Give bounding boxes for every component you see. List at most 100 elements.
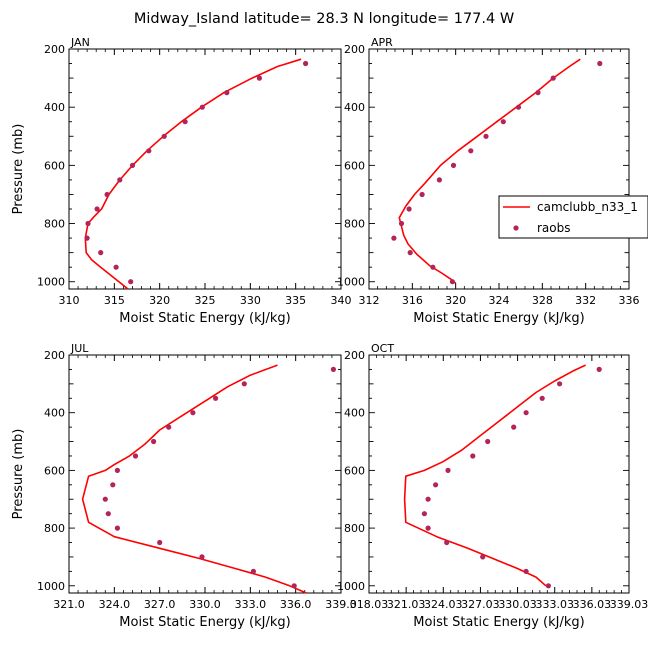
raob-point (199, 554, 205, 560)
raob-point (85, 220, 91, 227)
raob-point (157, 539, 163, 546)
x-tick-label: 336.0 (280, 598, 312, 611)
raob-point (256, 75, 262, 81)
legend-obs-swatch (513, 225, 519, 231)
raob-point (146, 148, 152, 154)
legend-obs-label: raobs (537, 221, 571, 235)
x-tick-label: 336 (619, 294, 640, 307)
raob-point (596, 366, 602, 372)
x-tick-label: 324.03 (424, 598, 463, 611)
raob-point (291, 583, 297, 589)
raob-point (545, 583, 552, 589)
x-tick-label: 332 (575, 294, 596, 307)
raob-point (450, 162, 457, 168)
raob-point (213, 395, 219, 401)
plot-frame (68, 48, 342, 290)
raob-point (430, 264, 436, 270)
panel-jul: JUL 321.0 324.0 327.0 330.0 333.0 336.0 339.0 20… (11, 342, 357, 630)
raob-point (241, 381, 247, 387)
y-tick-label: 400 (344, 407, 365, 420)
x-tick-label: 333.0 (235, 598, 267, 611)
raob-point (84, 235, 90, 241)
raob-point (94, 206, 100, 212)
raob-point (128, 279, 134, 285)
x-tick-label: 339.0 (325, 598, 357, 611)
y-tick-label: 400 (344, 101, 365, 114)
x-tick-label: 335 (285, 294, 306, 307)
y-tick-label: 200 (344, 43, 365, 56)
raob-point (330, 366, 336, 372)
plot-frame (368, 354, 630, 594)
x-tick-label: 315 (104, 294, 125, 307)
panel-label: JUL (70, 342, 89, 355)
raob-point (113, 264, 119, 270)
raob-point (117, 177, 123, 183)
raob-point (114, 525, 120, 531)
raob-point (250, 568, 256, 575)
x-tick-label: 336.03 (573, 598, 612, 611)
x-tick-label: 320 (149, 294, 170, 307)
legend-box (498, 195, 648, 239)
raob-point (425, 525, 431, 531)
raob-point (132, 453, 139, 459)
plot-frame (68, 354, 342, 594)
raob-point (104, 191, 110, 198)
y-tick-label: 1000 (37, 276, 65, 289)
x-tick-label: 321.03 (387, 598, 426, 611)
y-tick-label: 600 (344, 159, 365, 172)
x-tick-label: 340 (331, 294, 352, 307)
legend-model-label: camclubb_n33_1 (537, 200, 638, 214)
raob-point (391, 235, 397, 241)
y-tick-label: 600 (44, 464, 65, 477)
panel-label: JAN (70, 36, 90, 49)
raob-point (444, 539, 450, 546)
x-tick-label: 324 (489, 294, 510, 307)
panel-label: OCT (371, 342, 394, 355)
raob-point (500, 119, 506, 125)
raob-point (550, 75, 556, 81)
raob-point (449, 279, 455, 285)
raob-point (110, 482, 116, 488)
panel-oct: OCT318.03321.03324.03327.03330.03333.033… (337, 342, 648, 630)
raob-point (199, 104, 205, 110)
y-tick-label: 800 (44, 522, 65, 535)
x-tick-label: 328 (532, 294, 553, 307)
y-axis-label: Pressure (mb) (11, 429, 26, 520)
x-axis-label: Moist Static Energy (kJ/kg) (413, 311, 584, 326)
raob-point (515, 104, 522, 110)
raob-point (535, 90, 541, 96)
y-tick-label: 400 (44, 407, 65, 420)
y-tick-label: 400 (44, 101, 65, 114)
raob-point (483, 133, 489, 139)
raob-point (182, 119, 188, 125)
raob-point (190, 410, 196, 416)
panel-jan: JAN 310 315 320 325 330 335 340 200 400 600 800 1000… (11, 36, 352, 326)
y-tick-label: 1000 (337, 276, 365, 289)
y-tick-label: 800 (344, 218, 365, 231)
x-tick-label: 312 (359, 294, 380, 307)
raob-point (114, 467, 120, 473)
y-tick-label: 600 (344, 464, 365, 477)
x-tick-label: 310 (59, 294, 80, 307)
y-tick-label: 1000 (37, 580, 65, 593)
raob-point (419, 191, 425, 198)
x-tick-label: 330.0 (189, 598, 221, 611)
raob-point (166, 424, 172, 430)
x-tick-label: 318.03 (350, 598, 389, 611)
panel-label: APR (371, 36, 393, 49)
y-axis-label: Pressure (mb) (11, 124, 26, 215)
raob-point (161, 133, 167, 139)
model-line (398, 58, 581, 284)
raob-point (303, 60, 309, 67)
y-tick-label: 200 (344, 349, 365, 362)
y-tick-label: 1000 (337, 580, 365, 593)
model-line (84, 58, 302, 290)
model-line (81, 364, 307, 594)
raob-point (398, 220, 405, 227)
x-tick-label: 333.03 (535, 598, 574, 611)
raob-point (485, 438, 491, 445)
x-tick-label: 339.03 (610, 598, 648, 611)
raob-point (470, 453, 476, 459)
panel-apr: APR 312 316 320 324 328 332 336 200 400 600 800 1000… (337, 36, 640, 326)
y-tick-label: 800 (44, 218, 65, 231)
